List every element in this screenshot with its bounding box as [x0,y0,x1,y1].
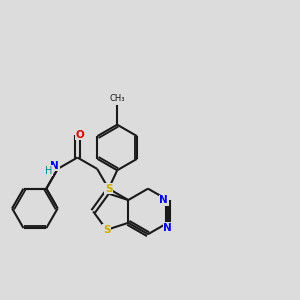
Text: N: N [50,161,59,171]
Text: N: N [164,223,172,233]
Text: CH₃: CH₃ [110,94,125,103]
Text: O: O [75,130,84,140]
Text: N: N [159,195,168,205]
Text: H: H [45,166,52,176]
Text: S: S [105,184,112,194]
Text: S: S [103,225,110,235]
